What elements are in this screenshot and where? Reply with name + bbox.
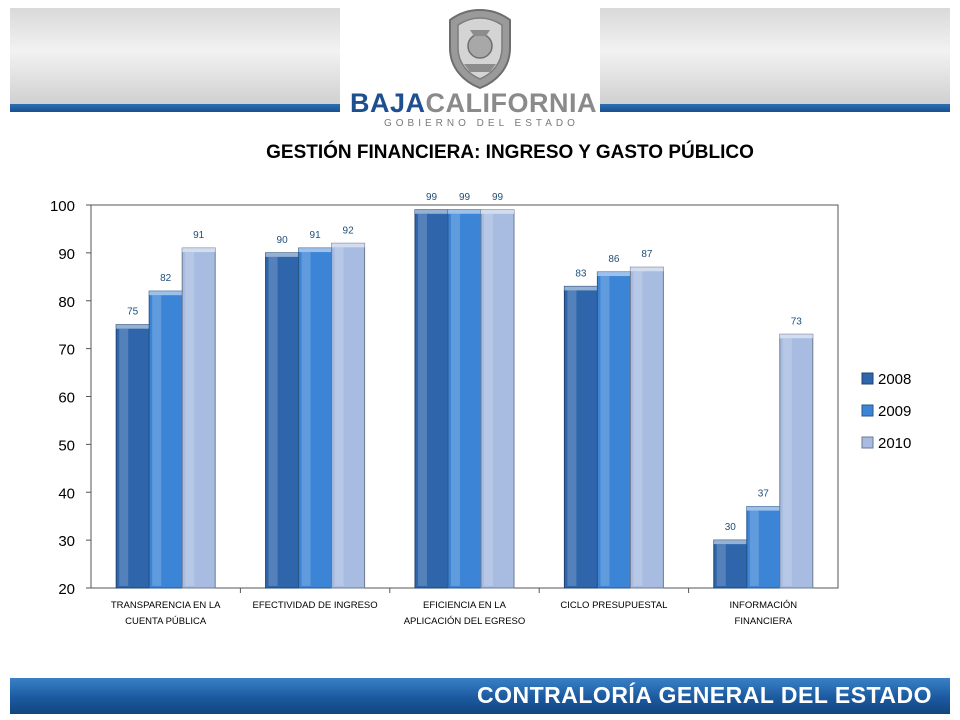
legend-swatch-2008 bbox=[861, 372, 874, 385]
data-label: 92 bbox=[343, 225, 355, 236]
bar-highlight bbox=[451, 213, 460, 586]
y-tick-label: 70 bbox=[58, 342, 75, 359]
legend-swatch-2009 bbox=[861, 404, 874, 417]
footer-band: CONTRALORÍA GENERAL DEL ESTADO bbox=[10, 678, 950, 714]
x-category-label: CUENTA PÚBLICA bbox=[125, 616, 207, 627]
bar-highlight bbox=[334, 247, 344, 587]
bar-cap bbox=[597, 272, 631, 277]
bar-2009 bbox=[298, 247, 333, 589]
y-tick-label: 100 bbox=[50, 198, 75, 215]
bar-2009 bbox=[148, 290, 183, 589]
x-category-label: INFORMACIÓN bbox=[730, 600, 798, 611]
data-label: 37 bbox=[758, 489, 770, 500]
bar-2008 bbox=[115, 324, 150, 589]
x-category-label: EFICIENCIA EN LA bbox=[423, 600, 507, 611]
bar-highlight bbox=[301, 252, 311, 586]
bar-2010 bbox=[779, 333, 814, 589]
x-category-label: CICLO PRESUPUESTAL bbox=[560, 600, 667, 611]
bar-highlight bbox=[119, 328, 129, 586]
bar-cap bbox=[331, 243, 365, 248]
x-category-label: FINANCIERA bbox=[735, 616, 793, 627]
bar-cap bbox=[779, 334, 813, 339]
bar-cap bbox=[481, 209, 514, 214]
bar-highlight bbox=[418, 213, 427, 586]
bar-highlight bbox=[567, 290, 577, 586]
bar-highlight bbox=[633, 271, 643, 586]
bar-cap bbox=[448, 209, 481, 214]
bar-highlight bbox=[185, 252, 195, 586]
bar-2008 bbox=[265, 252, 300, 589]
state-seal-icon bbox=[449, 8, 511, 90]
bar-cap bbox=[746, 506, 780, 511]
x-category-label: TRANSPARENCIA EN LA bbox=[111, 600, 221, 611]
data-label: 90 bbox=[277, 235, 289, 246]
data-label: 99 bbox=[459, 192, 471, 203]
bar-highlight bbox=[484, 213, 493, 586]
data-label: 83 bbox=[575, 268, 587, 279]
chart-title: GESTIÓN FINANCIERA: INGRESO Y GASTO PÚBL… bbox=[266, 142, 754, 163]
data-label: 82 bbox=[160, 273, 172, 284]
data-label: 73 bbox=[791, 316, 803, 327]
bar-2009 bbox=[596, 271, 631, 589]
bar-2010 bbox=[181, 247, 216, 589]
bar-cap bbox=[630, 267, 664, 272]
bar-2010 bbox=[331, 242, 366, 589]
bar-cap bbox=[182, 248, 216, 253]
bar-highlight bbox=[152, 295, 162, 586]
legend-label: 2009 bbox=[878, 403, 911, 420]
bar-2008 bbox=[563, 285, 598, 589]
x-category-label: APLICACIÓN DEL EGRESO bbox=[404, 616, 526, 627]
brand-logo-text: BAJACALIFORNIA bbox=[350, 88, 597, 118]
bar-highlight bbox=[749, 510, 759, 586]
bar-2010 bbox=[629, 266, 664, 589]
bar-highlight bbox=[600, 276, 610, 586]
y-tick-label: 20 bbox=[58, 581, 75, 598]
y-tick-label: 60 bbox=[58, 390, 75, 407]
y-tick-label: 50 bbox=[58, 437, 75, 454]
bar-highlight bbox=[782, 338, 792, 586]
y-tick-label: 80 bbox=[58, 294, 75, 311]
legend-label: 2008 bbox=[878, 371, 911, 388]
bar-cap bbox=[415, 209, 448, 214]
data-label: 99 bbox=[492, 192, 504, 203]
bar-cap bbox=[265, 252, 299, 257]
bar-cap bbox=[713, 540, 747, 545]
bar-cap bbox=[149, 291, 183, 296]
data-label: 30 bbox=[725, 522, 737, 533]
bar-highlight bbox=[716, 544, 726, 586]
x-category-label: EFECTIVIDAD DE INGRESO bbox=[253, 600, 378, 611]
data-label: 75 bbox=[127, 307, 139, 318]
data-label: 91 bbox=[310, 230, 322, 241]
bar-cap bbox=[564, 286, 598, 291]
data-label: 87 bbox=[641, 249, 653, 260]
data-label: 86 bbox=[608, 254, 620, 265]
bar-highlight bbox=[268, 256, 278, 586]
footer-title: CONTRALORÍA GENERAL DEL ESTADO bbox=[477, 682, 932, 708]
y-tick-label: 90 bbox=[58, 246, 75, 263]
y-tick-label: 40 bbox=[58, 485, 75, 502]
data-label: 91 bbox=[193, 230, 205, 241]
bar-cap bbox=[298, 248, 332, 253]
legend-swatch-2010 bbox=[861, 436, 874, 449]
legend-label: 2010 bbox=[878, 435, 911, 452]
y-tick-label: 30 bbox=[58, 533, 75, 550]
brand-subtitle: GOBIERNO DEL ESTADO bbox=[384, 118, 579, 129]
data-label: 99 bbox=[426, 192, 438, 203]
bar-cap bbox=[116, 324, 150, 329]
